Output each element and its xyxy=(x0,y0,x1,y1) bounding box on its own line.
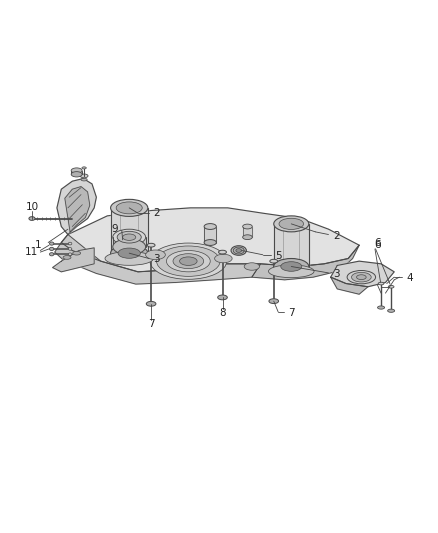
Ellipse shape xyxy=(29,217,35,221)
Text: 6: 6 xyxy=(374,240,381,250)
Ellipse shape xyxy=(357,275,366,279)
Ellipse shape xyxy=(145,250,165,260)
Text: 10: 10 xyxy=(25,202,39,212)
Ellipse shape xyxy=(146,301,156,306)
Text: 3: 3 xyxy=(153,254,160,264)
Ellipse shape xyxy=(73,252,81,255)
Ellipse shape xyxy=(110,199,148,216)
Ellipse shape xyxy=(180,257,197,265)
Ellipse shape xyxy=(244,263,259,270)
Ellipse shape xyxy=(268,265,314,278)
Ellipse shape xyxy=(281,262,302,271)
Text: 7: 7 xyxy=(288,308,295,318)
Text: 2: 2 xyxy=(153,208,160,218)
Ellipse shape xyxy=(389,286,394,288)
Text: 3: 3 xyxy=(333,270,339,279)
Ellipse shape xyxy=(351,272,371,282)
Ellipse shape xyxy=(71,168,82,173)
Polygon shape xyxy=(65,187,90,232)
Ellipse shape xyxy=(236,248,242,253)
Polygon shape xyxy=(53,248,94,272)
Text: 1: 1 xyxy=(35,240,42,249)
Ellipse shape xyxy=(150,243,227,279)
Text: 6: 6 xyxy=(374,238,381,247)
Polygon shape xyxy=(110,208,148,253)
Ellipse shape xyxy=(63,255,71,259)
Polygon shape xyxy=(252,245,359,280)
Ellipse shape xyxy=(233,247,244,254)
Polygon shape xyxy=(204,227,216,243)
Ellipse shape xyxy=(113,229,145,245)
Ellipse shape xyxy=(219,250,226,254)
Text: 4: 4 xyxy=(406,273,413,283)
Ellipse shape xyxy=(270,260,278,263)
Polygon shape xyxy=(113,237,145,247)
Ellipse shape xyxy=(231,246,246,255)
Ellipse shape xyxy=(49,253,54,256)
Ellipse shape xyxy=(274,216,309,232)
Ellipse shape xyxy=(347,271,375,284)
Text: 7: 7 xyxy=(148,319,155,329)
Ellipse shape xyxy=(49,247,54,251)
Polygon shape xyxy=(55,235,261,284)
Ellipse shape xyxy=(274,259,309,274)
Ellipse shape xyxy=(49,242,54,245)
Ellipse shape xyxy=(173,254,204,269)
Ellipse shape xyxy=(117,231,141,243)
Ellipse shape xyxy=(68,242,72,245)
Ellipse shape xyxy=(215,254,232,263)
Text: 11: 11 xyxy=(25,247,39,257)
Ellipse shape xyxy=(218,295,227,300)
Ellipse shape xyxy=(204,223,216,229)
Text: 5: 5 xyxy=(275,251,282,261)
Ellipse shape xyxy=(378,282,384,285)
Ellipse shape xyxy=(113,239,145,255)
Polygon shape xyxy=(331,261,394,287)
Polygon shape xyxy=(57,179,96,235)
Ellipse shape xyxy=(82,167,86,169)
Polygon shape xyxy=(61,208,359,272)
Ellipse shape xyxy=(110,245,148,262)
Ellipse shape xyxy=(243,235,252,240)
Ellipse shape xyxy=(243,224,252,229)
Polygon shape xyxy=(274,224,309,266)
Ellipse shape xyxy=(71,172,82,177)
Ellipse shape xyxy=(279,219,304,229)
Text: 8: 8 xyxy=(219,309,226,318)
Ellipse shape xyxy=(68,247,72,250)
Ellipse shape xyxy=(105,252,153,265)
Ellipse shape xyxy=(388,309,395,312)
Ellipse shape xyxy=(147,243,155,247)
Ellipse shape xyxy=(166,251,210,272)
Ellipse shape xyxy=(204,239,216,245)
Text: 2: 2 xyxy=(333,231,339,240)
Ellipse shape xyxy=(116,202,142,214)
Ellipse shape xyxy=(269,298,279,304)
Text: 9: 9 xyxy=(112,224,118,234)
Ellipse shape xyxy=(81,178,87,181)
Ellipse shape xyxy=(80,174,88,178)
Ellipse shape xyxy=(157,246,220,276)
Ellipse shape xyxy=(378,306,385,309)
Ellipse shape xyxy=(118,248,140,259)
Ellipse shape xyxy=(68,253,72,255)
Polygon shape xyxy=(331,277,368,294)
Polygon shape xyxy=(243,227,252,237)
Ellipse shape xyxy=(123,234,136,240)
